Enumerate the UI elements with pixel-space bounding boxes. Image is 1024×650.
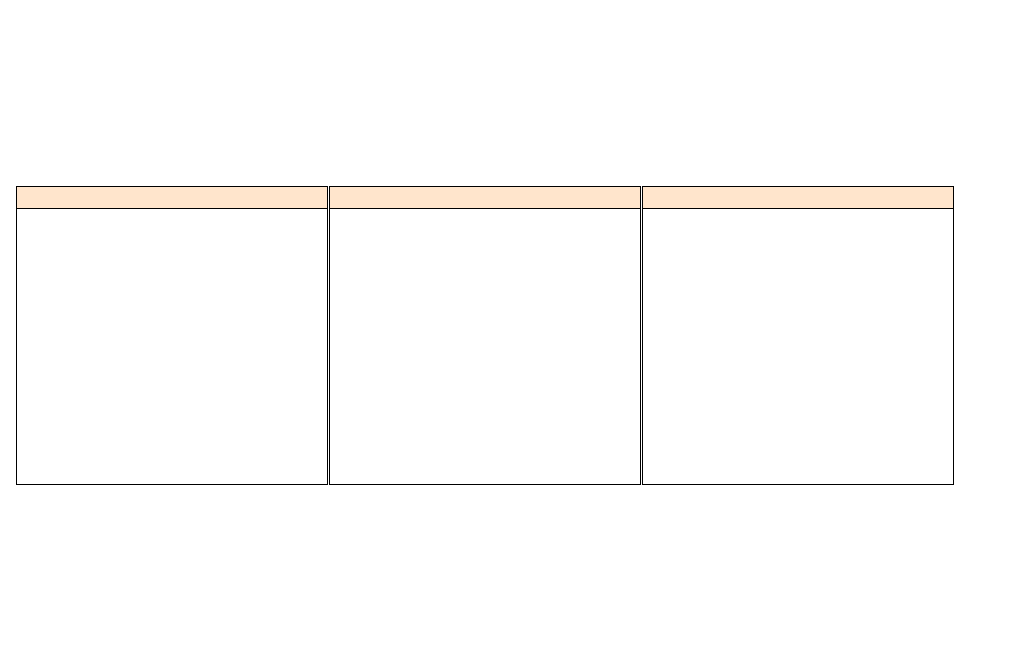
- panel-idhm-1991: [16, 186, 328, 485]
- panel-strip: [330, 187, 640, 209]
- brazil-map-2010: [643, 209, 953, 485]
- panel-idhm-2000: [329, 186, 641, 485]
- panel-strip: [17, 187, 327, 209]
- panel-idhm-2010: [642, 186, 954, 485]
- panel-strip: [643, 187, 953, 209]
- brazil-map-1991: [17, 209, 327, 485]
- color-key: [962, 186, 1022, 488]
- brazil-map-2000: [330, 209, 640, 485]
